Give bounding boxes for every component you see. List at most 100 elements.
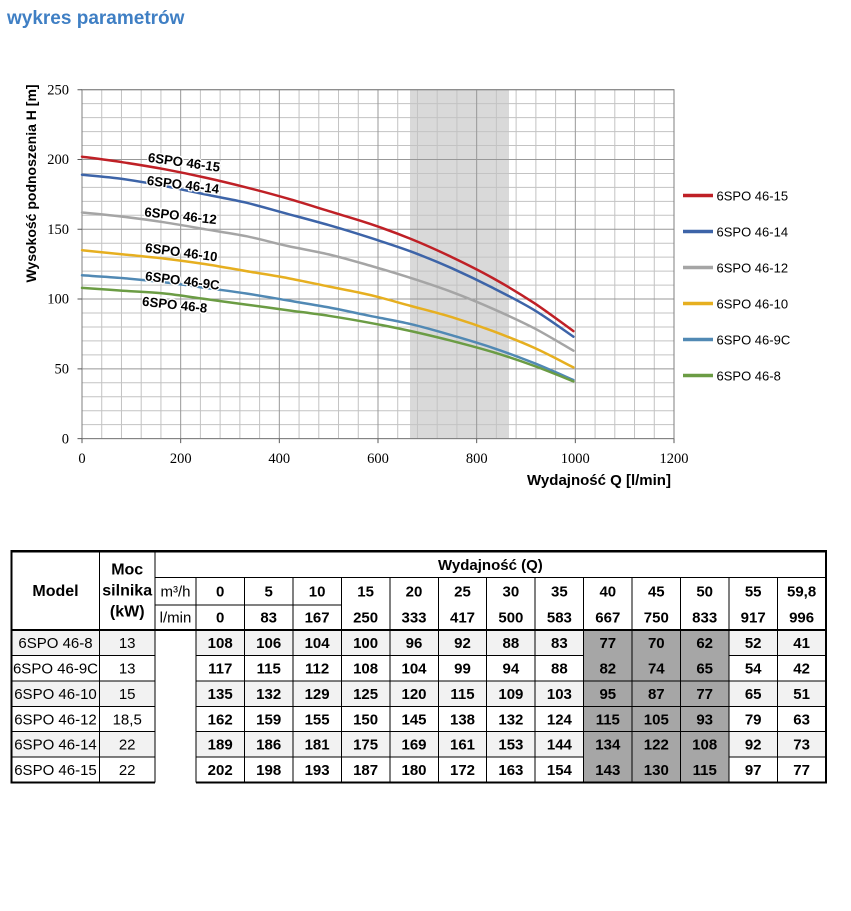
svg-text:583: 583	[547, 610, 572, 627]
svg-text:172: 172	[450, 762, 475, 779]
svg-text:130: 130	[644, 762, 669, 779]
svg-text:115: 115	[596, 711, 620, 728]
svg-text:135: 135	[208, 686, 233, 703]
svg-text:65: 65	[696, 660, 713, 677]
svg-text:103: 103	[547, 686, 572, 703]
svg-text:94: 94	[503, 660, 520, 677]
svg-text:77: 77	[696, 686, 713, 703]
svg-text:132: 132	[498, 711, 523, 728]
svg-text:108: 108	[692, 737, 717, 754]
svg-text:106: 106	[256, 635, 281, 652]
svg-text:82: 82	[599, 660, 616, 677]
svg-text:70: 70	[648, 635, 665, 652]
svg-text:145: 145	[401, 711, 426, 728]
svg-text:6SPO 46-14: 6SPO 46-14	[14, 737, 97, 754]
svg-text:132: 132	[256, 686, 281, 703]
svg-text:88: 88	[551, 660, 568, 677]
svg-text:25: 25	[454, 584, 471, 601]
svg-text:50: 50	[696, 584, 713, 601]
svg-text:167: 167	[305, 610, 330, 627]
svg-text:18,5: 18,5	[113, 711, 142, 728]
svg-text:138: 138	[450, 711, 475, 728]
svg-text:155: 155	[305, 711, 330, 728]
svg-text:77: 77	[793, 762, 810, 779]
svg-text:62: 62	[696, 635, 713, 652]
svg-text:175: 175	[353, 737, 378, 754]
svg-text:40: 40	[599, 584, 616, 601]
svg-text:6SPO 46-15: 6SPO 46-15	[717, 189, 789, 204]
svg-text:0: 0	[216, 584, 224, 601]
svg-text:833: 833	[692, 610, 717, 627]
svg-text:250: 250	[47, 82, 69, 98]
svg-text:153: 153	[498, 737, 523, 754]
svg-text:silnika: silnika	[102, 583, 152, 600]
svg-text:95: 95	[599, 686, 616, 703]
svg-text:6SPO 46-14: 6SPO 46-14	[717, 225, 789, 240]
svg-text:54: 54	[745, 660, 762, 677]
svg-text:0: 0	[78, 451, 85, 467]
svg-text:667: 667	[595, 610, 620, 627]
svg-text:163: 163	[498, 762, 523, 779]
svg-text:115: 115	[257, 660, 281, 677]
svg-text:5: 5	[265, 584, 273, 601]
svg-text:0: 0	[62, 431, 69, 447]
svg-text:115: 115	[450, 686, 474, 703]
svg-text:51: 51	[793, 686, 810, 703]
svg-text:88: 88	[503, 635, 520, 652]
svg-text:22: 22	[119, 762, 136, 779]
svg-text:6SPO 46-9C: 6SPO 46-9C	[717, 333, 791, 348]
svg-text:150: 150	[47, 222, 69, 238]
svg-text:187: 187	[353, 762, 378, 779]
svg-text:105: 105	[644, 711, 669, 728]
svg-text:83: 83	[260, 610, 277, 627]
svg-text:45: 45	[648, 584, 665, 601]
svg-text:186: 186	[256, 737, 281, 754]
svg-text:100: 100	[47, 292, 69, 308]
svg-text:22: 22	[119, 737, 136, 754]
svg-text:104: 104	[305, 635, 331, 652]
svg-text:Model: Model	[32, 583, 78, 600]
svg-text:Moc: Moc	[111, 562, 143, 579]
svg-text:6SPO 46-15: 6SPO 46-15	[14, 762, 97, 779]
svg-text:108: 108	[353, 660, 378, 677]
svg-text:400: 400	[268, 451, 290, 467]
svg-text:13: 13	[119, 635, 136, 652]
svg-text:6SPO 46-12: 6SPO 46-12	[14, 711, 97, 728]
svg-text:108: 108	[208, 635, 233, 652]
svg-text:0: 0	[216, 610, 224, 627]
svg-text:l/min: l/min	[160, 610, 192, 627]
svg-text:417: 417	[450, 610, 475, 627]
svg-text:Wydajność Q [l/min]: Wydajność Q [l/min]	[527, 472, 671, 489]
svg-text:15: 15	[357, 584, 374, 601]
svg-text:6SPO 46-12: 6SPO 46-12	[717, 261, 789, 276]
svg-text:162: 162	[208, 711, 233, 728]
svg-text:92: 92	[454, 635, 471, 652]
svg-text:180: 180	[401, 762, 426, 779]
svg-text:800: 800	[466, 451, 488, 467]
svg-text:Wydajność (Q): Wydajność (Q)	[438, 557, 543, 574]
svg-text:500: 500	[498, 610, 523, 627]
svg-text:125: 125	[353, 686, 378, 703]
svg-text:30: 30	[503, 584, 520, 601]
svg-text:917: 917	[741, 610, 766, 627]
svg-text:74: 74	[648, 660, 665, 677]
svg-text:97: 97	[745, 762, 762, 779]
svg-text:59,8: 59,8	[787, 584, 816, 601]
svg-text:150: 150	[353, 711, 378, 728]
svg-text:6SPO 46-10: 6SPO 46-10	[14, 686, 97, 703]
svg-text:65: 65	[745, 686, 762, 703]
svg-text:193: 193	[305, 762, 330, 779]
svg-text:35: 35	[551, 584, 568, 601]
svg-text:m³/h: m³/h	[161, 584, 191, 601]
svg-text:63: 63	[793, 711, 810, 728]
svg-text:143: 143	[595, 762, 620, 779]
svg-text:20: 20	[406, 584, 423, 601]
svg-text:41: 41	[793, 635, 810, 652]
svg-text:55: 55	[745, 584, 762, 601]
svg-text:115: 115	[693, 762, 717, 779]
svg-text:600: 600	[367, 451, 389, 467]
svg-text:200: 200	[47, 152, 69, 168]
svg-text:100: 100	[353, 635, 378, 652]
svg-text:87: 87	[648, 686, 665, 703]
svg-text:750: 750	[644, 610, 669, 627]
